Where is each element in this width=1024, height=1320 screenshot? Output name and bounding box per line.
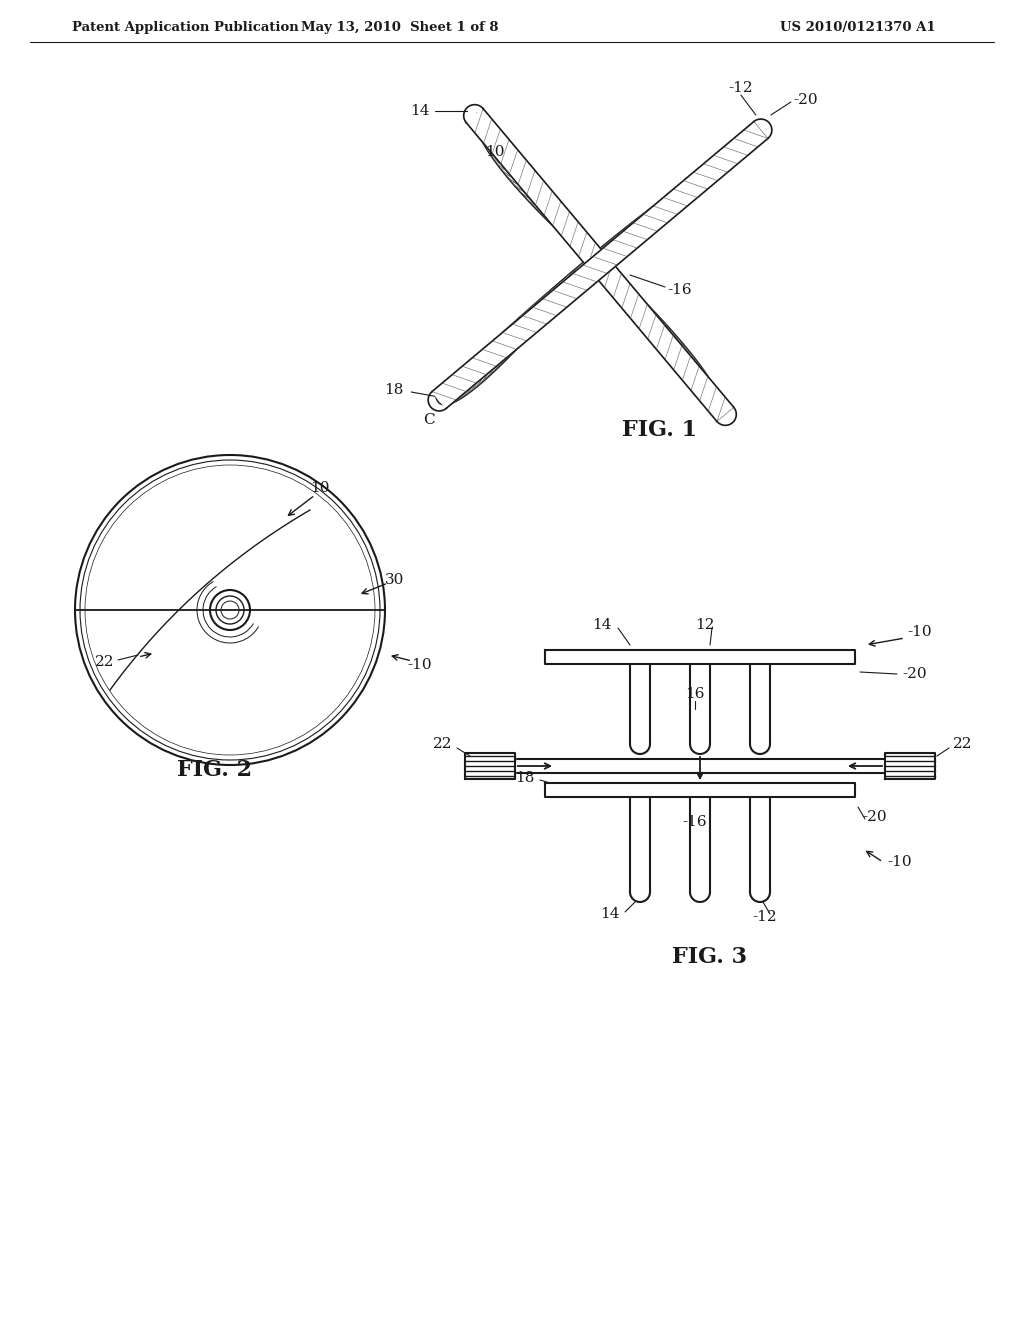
Text: 14: 14 xyxy=(592,618,611,632)
Text: 16: 16 xyxy=(685,686,705,701)
Text: -10: -10 xyxy=(888,855,912,869)
Text: Patent Application Publication: Patent Application Publication xyxy=(72,21,299,33)
Text: May 13, 2010  Sheet 1 of 8: May 13, 2010 Sheet 1 of 8 xyxy=(301,21,499,33)
Text: 14: 14 xyxy=(410,104,429,117)
Text: -16: -16 xyxy=(683,814,708,829)
Polygon shape xyxy=(503,135,764,333)
Polygon shape xyxy=(645,302,723,417)
Text: 30: 30 xyxy=(385,573,404,587)
Text: -20: -20 xyxy=(862,810,888,824)
Text: 18: 18 xyxy=(384,383,403,397)
Text: -10: -10 xyxy=(408,657,432,672)
Text: FIG. 3: FIG. 3 xyxy=(673,946,748,968)
Text: 12: 12 xyxy=(695,618,715,632)
Polygon shape xyxy=(432,121,768,408)
Polygon shape xyxy=(465,752,515,779)
Polygon shape xyxy=(545,649,855,664)
Polygon shape xyxy=(466,108,734,421)
Text: -20: -20 xyxy=(903,667,928,681)
Text: -20: -20 xyxy=(794,92,818,107)
Text: US 2010/0121370 A1: US 2010/0121370 A1 xyxy=(780,21,936,33)
Polygon shape xyxy=(885,752,935,779)
Polygon shape xyxy=(435,341,517,405)
Polygon shape xyxy=(476,114,555,227)
Text: 22: 22 xyxy=(433,737,453,751)
Text: -16: -16 xyxy=(668,282,692,297)
Text: 10: 10 xyxy=(485,145,505,158)
Text: -10: -10 xyxy=(907,624,932,639)
Text: C: C xyxy=(423,413,435,426)
Text: 22: 22 xyxy=(95,655,115,669)
Text: 14: 14 xyxy=(600,907,620,921)
Text: FIG. 2: FIG. 2 xyxy=(177,759,253,781)
Text: 18: 18 xyxy=(515,771,535,785)
Text: 22: 22 xyxy=(953,737,973,751)
Text: -12: -12 xyxy=(753,909,777,924)
Text: -12: -12 xyxy=(728,81,754,95)
Polygon shape xyxy=(545,783,855,797)
Text: 10: 10 xyxy=(310,480,330,495)
Text: FIG. 1: FIG. 1 xyxy=(623,418,697,441)
